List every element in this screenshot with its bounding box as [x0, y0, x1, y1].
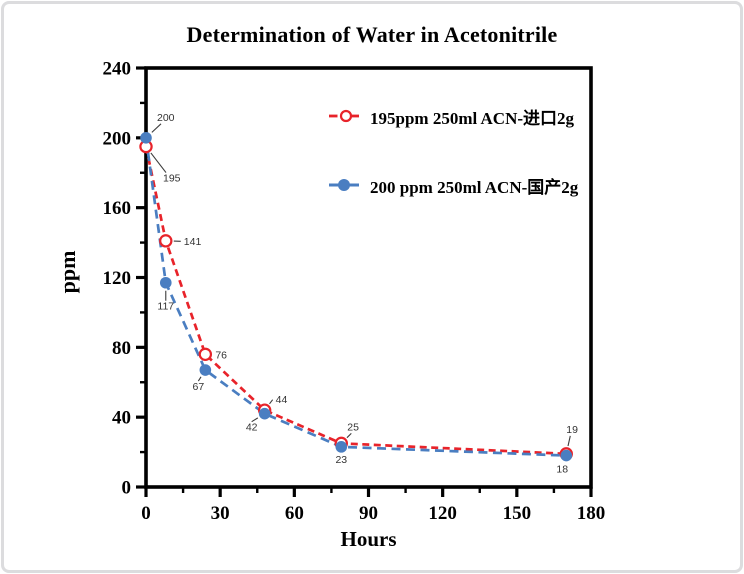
point-value-label: 19: [566, 424, 578, 436]
legend-label-domestic: 200 ppm 250ml ACN-国产2g: [370, 177, 579, 197]
y-tick-label: 80: [112, 338, 131, 359]
x-tick-label: 0: [141, 503, 151, 524]
legend-item-domestic: 200 ppm 250ml ACN-国产2g: [328, 173, 578, 197]
data-point-open: [198, 347, 213, 362]
x-tick-label: 60: [285, 503, 304, 524]
y-tick-label: 0: [122, 478, 132, 499]
point-value-label: 141: [184, 236, 202, 248]
x-tick-label: 30: [211, 503, 230, 524]
point-value-label: 18: [556, 464, 568, 476]
point-value-label: 195: [163, 173, 181, 185]
data-point-open: [159, 234, 173, 248]
y-tick-label: 120: [103, 268, 132, 289]
data-point-filled: [335, 441, 348, 453]
point-value-label: 117: [157, 301, 174, 313]
data-point-filled: [159, 276, 172, 289]
y-axis-title: ppm: [55, 250, 80, 294]
point-value-label: 23: [335, 454, 347, 466]
point-value-label: 44: [276, 394, 288, 406]
point-value-label: 200: [157, 112, 175, 124]
legend-marker-filled-circle-icon: [329, 179, 359, 191]
legend-marker-open-circle-icon: [329, 109, 359, 123]
data-point-filled: [199, 364, 212, 376]
y-tick-label: 160: [103, 198, 132, 219]
x-axis-title: Hours: [340, 527, 397, 551]
y-tick-label: 240: [103, 59, 132, 80]
data-point-filled: [140, 132, 152, 144]
point-value-label: 67: [192, 381, 204, 393]
x-tick-label: 90: [359, 503, 378, 524]
chart-title: Determination of Water in Acetonitrile: [186, 22, 558, 47]
x-tick-label: 180: [577, 503, 606, 524]
legend-item-imported: 195ppm 250ml ACN-进口2g: [328, 104, 574, 128]
data-point-filled: [560, 449, 573, 462]
point-value-label: 76: [215, 349, 227, 361]
legend-label-imported: 195ppm 250ml ACN-进口2g: [370, 108, 575, 128]
x-tick-label: 120: [428, 503, 457, 524]
data-point-filled: [258, 407, 271, 420]
y-tick-label: 200: [103, 128, 132, 149]
x-tick-label: 150: [503, 503, 532, 524]
point-value-label: 42: [246, 422, 258, 434]
point-value-label: 25: [347, 421, 359, 433]
y-tick-label: 40: [112, 408, 131, 429]
